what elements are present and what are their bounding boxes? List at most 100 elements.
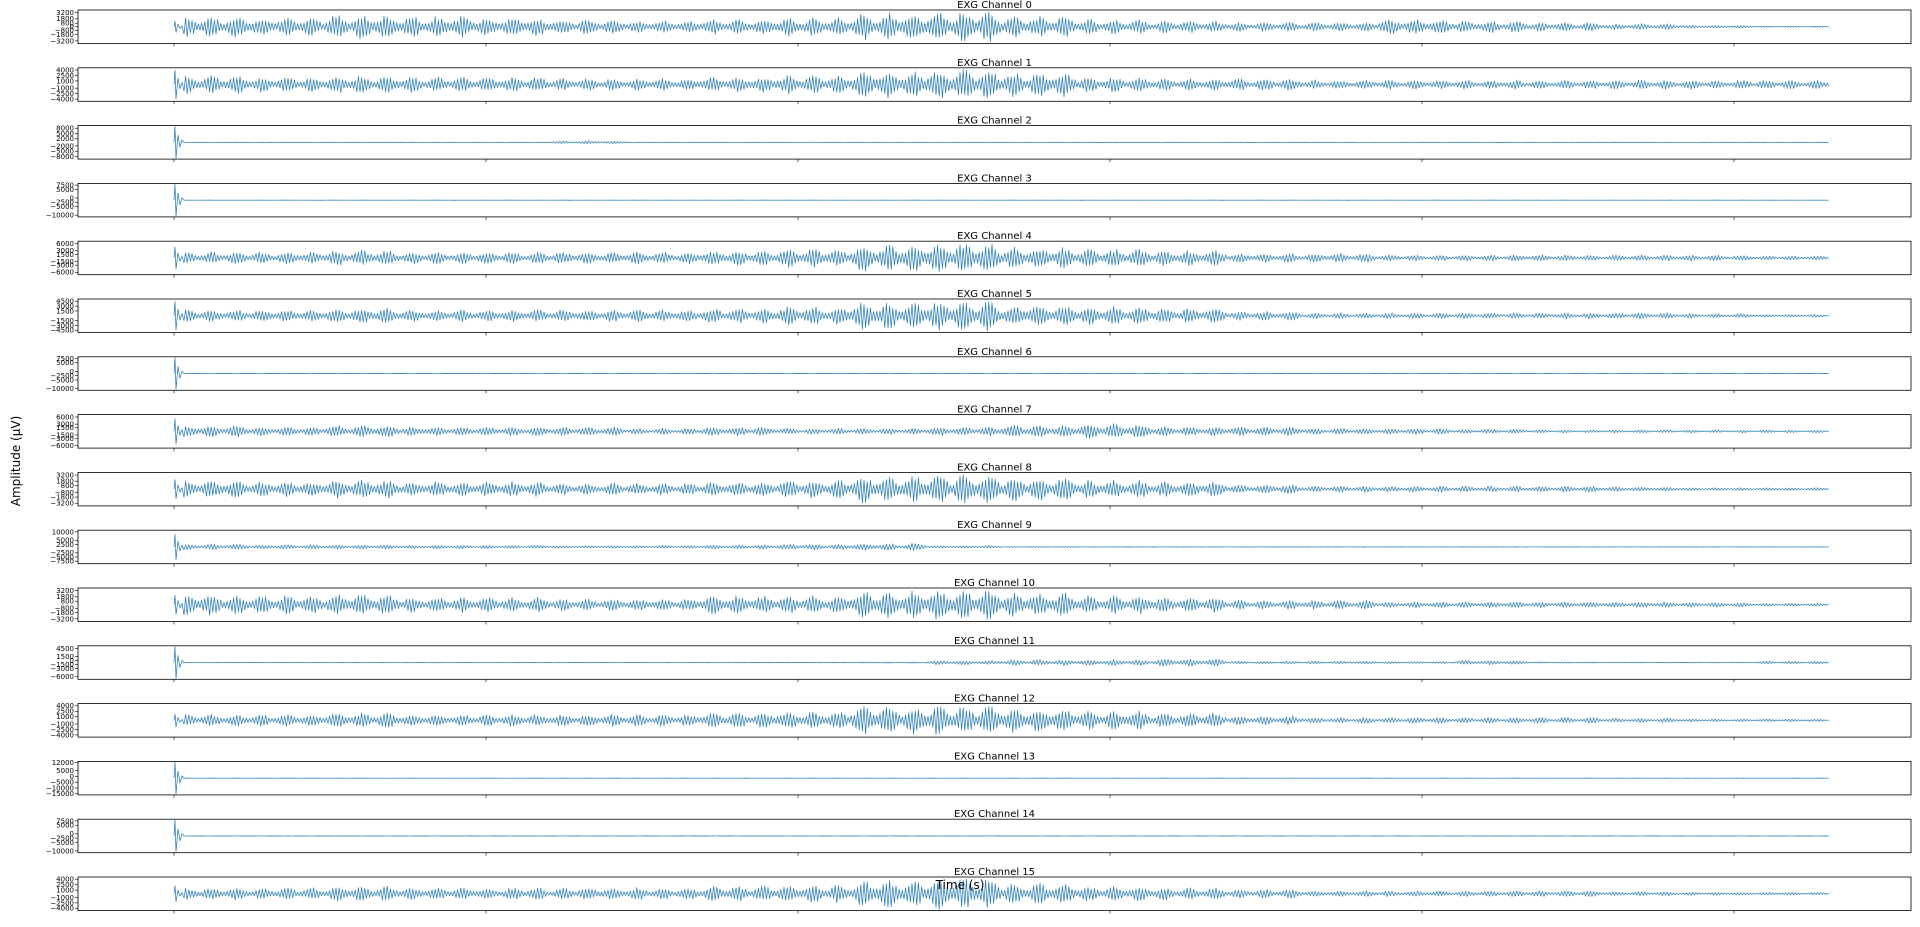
y-tick-label: −1500	[50, 317, 74, 325]
y-tick-label: −3000	[50, 322, 74, 330]
y-tick-label: 0	[70, 830, 74, 838]
axes-frame	[77, 529, 1912, 565]
y-tick-label: 800	[61, 20, 74, 28]
axes-frame	[77, 240, 1912, 276]
y-tick-label: −1800	[50, 609, 74, 617]
y-tick-label: 3000	[56, 302, 74, 310]
axes-frame	[77, 182, 1912, 218]
y-axis-title: Amplitude (μV)	[9, 416, 23, 507]
y-tick-label: −10000	[46, 212, 74, 220]
panel-title: EXG Channel 6	[957, 347, 1032, 358]
signal-trace	[173, 534, 1829, 560]
y-tick-label: 12000	[52, 759, 74, 767]
y-tick-label: −1000	[50, 720, 74, 728]
y-tick-label: −2500	[50, 549, 74, 557]
y-tick-label: 3200	[56, 587, 74, 595]
y-tick-label: −5000	[50, 839, 74, 847]
y-tick-label: −3200	[50, 500, 74, 508]
y-tick-label: −2500	[50, 199, 74, 207]
signal-trace	[173, 646, 1829, 679]
y-tick-label: 2000	[56, 135, 74, 143]
y-tick-label: −4500	[50, 327, 74, 335]
signal-trace	[173, 474, 1829, 504]
y-tick-label: 2500	[56, 881, 74, 889]
y-tick-label: −5000	[50, 203, 74, 211]
y-tick-label: 5000	[56, 359, 74, 367]
channel-panel: EXG Channel 12 400025001000−1000−2500−400…	[50, 694, 1912, 741]
y-tick-label: −5000	[50, 376, 74, 384]
y-tick-label: 1800	[56, 15, 74, 23]
axes-frame	[77, 67, 1912, 102]
signal-trace	[173, 706, 1829, 735]
y-tick-label: 800	[61, 598, 74, 606]
y-tick-label: −3200	[50, 615, 74, 623]
y-tick-label: −10000	[46, 385, 74, 393]
y-tick-label: −3000	[50, 665, 74, 673]
panel-title: EXG Channel 3	[957, 173, 1032, 184]
panel-title: EXG Channel 0	[957, 0, 1032, 11]
axes-frame	[77, 356, 1912, 391]
y-tick-label: −6000	[50, 442, 74, 450]
y-tick-label: −1800	[50, 493, 74, 501]
axes-frame	[77, 818, 1912, 854]
y-tick-label: −4000	[50, 905, 74, 913]
y-tick-label: −2500	[50, 834, 74, 842]
y-tick-label: 2500	[56, 708, 74, 716]
axes-frame	[77, 703, 1912, 738]
y-tick-label: 3200	[56, 471, 74, 479]
y-tick-label: 1500	[56, 251, 74, 259]
y-tick-label: −2500	[50, 90, 74, 98]
y-tick-label: 5000	[56, 186, 74, 194]
y-tick-label: 0	[70, 657, 74, 665]
y-tick-label: 0	[70, 23, 74, 31]
y-tick-label: 1500	[56, 653, 74, 661]
x-axis-title: Time (s)	[935, 878, 985, 892]
y-tick-label: 6000	[56, 240, 74, 248]
y-tick-label: 4000	[56, 876, 74, 884]
signal-trace	[173, 357, 1829, 390]
y-tick-label: −1500	[50, 258, 74, 266]
y-tick-label: −10000	[46, 784, 74, 792]
y-tick-label: 5000	[56, 822, 74, 830]
y-tick-label: −6000	[50, 269, 74, 277]
y-tick-label: 800	[61, 482, 74, 490]
y-tick-label: 1800	[56, 478, 74, 486]
y-tick-label: 4500	[56, 645, 74, 653]
axes-frame	[77, 876, 1912, 911]
y-tick-label: 7500	[56, 182, 74, 190]
y-tick-label: −2500	[50, 372, 74, 380]
y-tick-label: 1000	[56, 887, 74, 895]
y-tick-label: 1500	[56, 424, 74, 432]
panel-title: EXG Channel 12	[954, 694, 1035, 705]
y-tick-label: 5000	[56, 130, 74, 138]
panel-title: EXG Channel 5	[957, 289, 1032, 300]
axes-frame	[77, 125, 1912, 160]
y-tick-label: 5000	[56, 767, 74, 775]
signal-trace	[173, 301, 1829, 332]
y-tick-label: 4500	[56, 298, 74, 306]
y-tick-label: 1500	[56, 307, 74, 315]
y-tick-label: −800	[55, 605, 74, 613]
signal-trace	[173, 879, 1829, 910]
signal-trace	[173, 762, 1829, 795]
y-tick-label: 2500	[56, 541, 74, 549]
y-tick-label: 8000	[56, 125, 74, 133]
y-tick-label: 10000	[52, 528, 74, 536]
y-tick-label: −10000	[46, 847, 74, 855]
y-tick-label: −5000	[50, 148, 74, 156]
y-tick-label: 3000	[56, 421, 74, 429]
y-tick-label: −4000	[50, 731, 74, 739]
signal-trace	[173, 819, 1829, 853]
y-tick-label: 1800	[56, 593, 74, 601]
signal-trace	[173, 184, 1829, 217]
panel-title: EXG Channel 2	[957, 116, 1032, 127]
